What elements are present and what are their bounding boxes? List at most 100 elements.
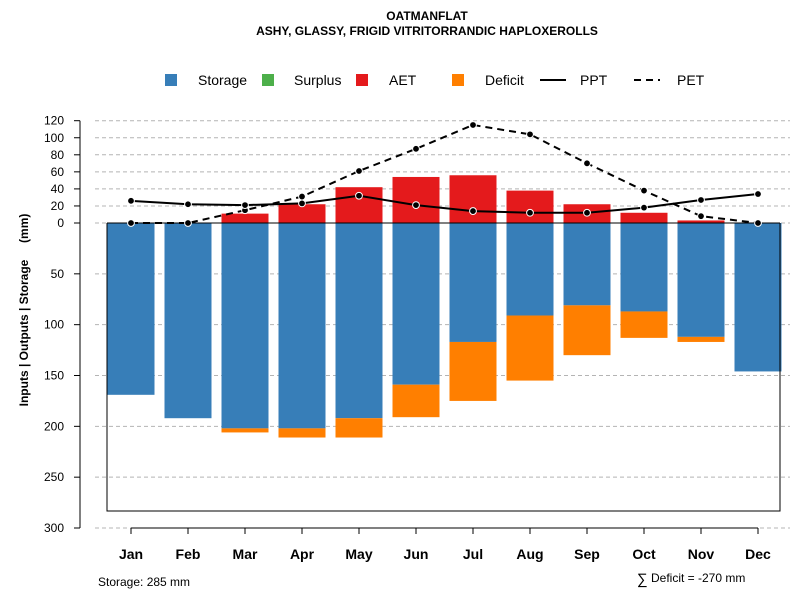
bar-deficit [392, 384, 440, 418]
ppt-point [583, 208, 591, 217]
bar-aet [449, 175, 497, 223]
x-tick-label: Aug [516, 546, 543, 562]
bar-deficit [677, 336, 725, 342]
y-tick-label: 300 [44, 521, 64, 535]
pet-point [697, 212, 705, 221]
y-tick-label: 100 [44, 318, 64, 332]
x-tick-label: Dec [745, 546, 771, 562]
axes: 0 20 40 60 80 100 120 50 100 150 200 250 300 Jan Feb Ma… [44, 114, 771, 562]
ppt-point [754, 190, 762, 198]
legend: Storage Surplus AET Deficit PPT PET [165, 72, 705, 88]
legend-label-deficit: Deficit [485, 72, 524, 88]
plot-frame [106, 222, 781, 512]
y-tick-label: 120 [44, 114, 64, 128]
storage-note: Storage: 285 mm [98, 575, 190, 589]
storage-frame [106, 223, 781, 512]
bar-aet [677, 220, 725, 223]
bar-storage [221, 223, 269, 429]
ppt-point [298, 199, 306, 208]
y-axis-label: Inputs | Outputs | Storage (mm) [17, 214, 31, 407]
bar-storage [677, 223, 725, 337]
bar-storage [335, 223, 383, 419]
y-tick-label: 40 [51, 182, 65, 196]
bar-deficit [221, 428, 269, 433]
bar-storage [449, 223, 497, 342]
bar-deficit [278, 428, 326, 438]
bar-deficit [563, 305, 611, 356]
pet-point [127, 219, 135, 227]
pet-point [754, 219, 762, 227]
ppt-point [526, 208, 534, 217]
chart-subtitle: ASHY, GLASSY, FRIGID VITRITORRANDIC HAPL… [256, 24, 598, 38]
bar-storage [107, 223, 155, 395]
y-tick-label: 80 [51, 148, 65, 162]
y-tick-label: 150 [44, 369, 64, 383]
y-tick-label: 50 [51, 267, 65, 281]
x-tick-label: Mar [233, 546, 258, 562]
series-lines [127, 121, 762, 227]
bar-deficit [449, 341, 497, 401]
pet-point [583, 159, 591, 168]
y-tick-label: 60 [51, 165, 65, 179]
bar-storage [392, 223, 440, 385]
ppt-point [412, 201, 420, 209]
chart-title: OATMANFLAT [386, 9, 468, 23]
legend-label-surplus: Surplus [294, 72, 341, 88]
legend-swatch-deficit [452, 74, 464, 86]
legend-swatch-surplus [262, 74, 274, 86]
ppt-line [130, 193, 759, 214]
x-tick-label: Jun [404, 546, 429, 562]
legend-label-pet: PET [677, 72, 705, 88]
bar-deficit [620, 311, 668, 338]
bar-aet [506, 190, 554, 223]
pet-point [355, 167, 363, 175]
bar-storage [278, 223, 326, 429]
deficit-sum-symbol: ∑ [637, 571, 648, 588]
y-tick-label: 0 [57, 216, 64, 230]
y-tick-label: 250 [44, 470, 64, 484]
bar-deficit [335, 418, 383, 438]
legend-label-ppt: PPT [580, 72, 608, 88]
bars [107, 175, 782, 438]
legend-swatch-storage [165, 74, 177, 86]
pet-point [526, 130, 534, 139]
bar-storage [734, 223, 782, 372]
bar-storage [164, 223, 212, 419]
legend-label-aet: AET [389, 72, 417, 88]
ppt-point [184, 200, 192, 209]
x-tick-label: May [345, 546, 372, 562]
bar-aet [392, 176, 440, 223]
pet-point [298, 192, 306, 201]
deficit-note: Deficit = -270 mm [651, 571, 745, 585]
pet-point [412, 144, 420, 153]
pet-point [640, 186, 648, 195]
pet-point [184, 219, 192, 227]
legend-swatch-aet [356, 74, 368, 86]
bar-deficit [506, 315, 554, 381]
legend-label-storage: Storage [198, 72, 247, 88]
ppt-point [355, 191, 363, 200]
y-tick-label: 100 [44, 131, 64, 145]
x-tick-label: Jul [463, 546, 483, 562]
x-tick-label: Apr [290, 546, 315, 562]
bar-storage [620, 223, 668, 312]
ppt-point [697, 196, 705, 204]
bar-storage [563, 223, 611, 306]
ppt-point [469, 207, 477, 215]
x-tick-label: Feb [176, 546, 201, 562]
bar-aet [620, 212, 668, 223]
y-tick-label: 200 [44, 419, 64, 433]
x-tick-label: Jan [119, 546, 143, 562]
x-tick-label: Oct [632, 546, 656, 562]
ppt-point [127, 196, 135, 205]
x-tick-label: Sep [574, 546, 600, 562]
bar-storage [506, 223, 554, 316]
bar-aet [278, 204, 326, 223]
x-tick-label: Nov [688, 546, 715, 562]
pet-point [469, 121, 477, 129]
ppt-point [640, 203, 648, 212]
ppt-point [241, 201, 249, 209]
y-tick-label: 20 [51, 199, 65, 213]
bar-aet [221, 213, 269, 223]
